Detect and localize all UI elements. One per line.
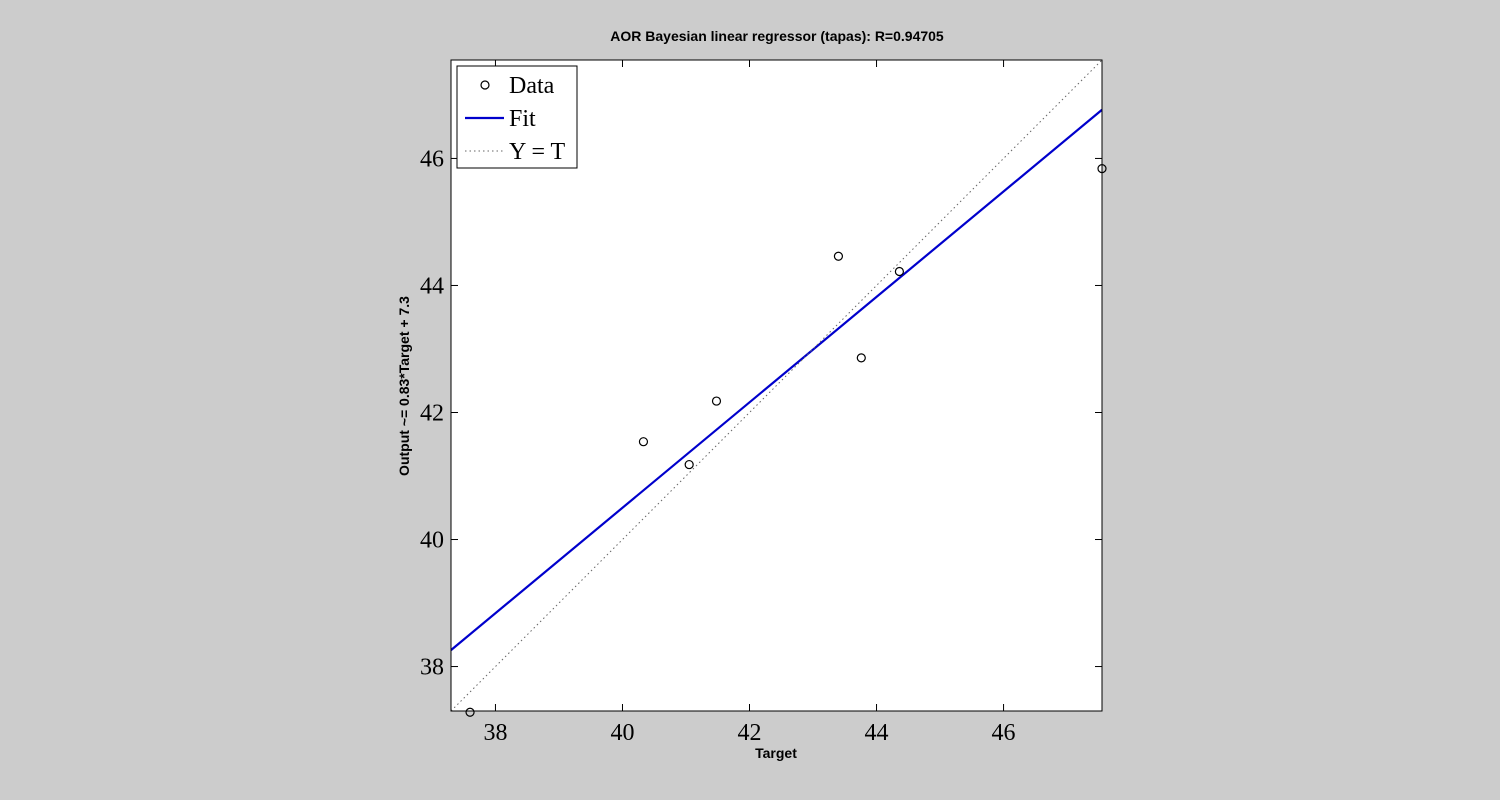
- y-axis: 38 40 42 44 46: [420, 146, 1102, 681]
- x-tick-label: 38: [483, 720, 507, 746]
- x-tick-label: 44: [865, 720, 889, 746]
- data-point: [465, 707, 475, 717]
- identity-line: [451, 60, 1102, 711]
- marker-layer: [465, 164, 1107, 717]
- legend-marker-data: [480, 80, 490, 90]
- legend: Data Fit Y = T: [456, 65, 578, 169]
- y-tick-label: 40: [420, 528, 444, 554]
- x-tick-label: 46: [992, 720, 1016, 746]
- legend-label: Fit: [509, 106, 536, 132]
- data-point: [833, 251, 844, 261]
- x-tick-label: 42: [738, 720, 762, 746]
- chart-title: AOR Bayesian linear regressor (tapas): R…: [610, 28, 944, 44]
- x-axis-label: Target: [755, 745, 797, 761]
- legend-label: Y = T: [509, 139, 566, 165]
- data-point: [856, 353, 866, 363]
- y-tick-label: 44: [420, 273, 444, 299]
- x-tick-label: 40: [610, 720, 634, 746]
- legend-label: Data: [509, 73, 555, 99]
- y-axis-label: Output ~= 0.83*Target + 7.3: [396, 296, 412, 476]
- y-tick-label: 46: [420, 146, 444, 172]
- y-tick-label: 38: [420, 655, 444, 681]
- plot-frame: [450, 59, 1103, 712]
- fit-line: [451, 108, 1102, 651]
- data-point: [684, 459, 694, 470]
- y-tick-label: 42: [420, 400, 444, 426]
- data-point: [638, 437, 649, 447]
- data-point: [711, 396, 722, 406]
- data-point: [894, 266, 904, 277]
- series-layer: [451, 60, 1102, 711]
- x-axis: 38 40 42 44 46: [483, 60, 1016, 746]
